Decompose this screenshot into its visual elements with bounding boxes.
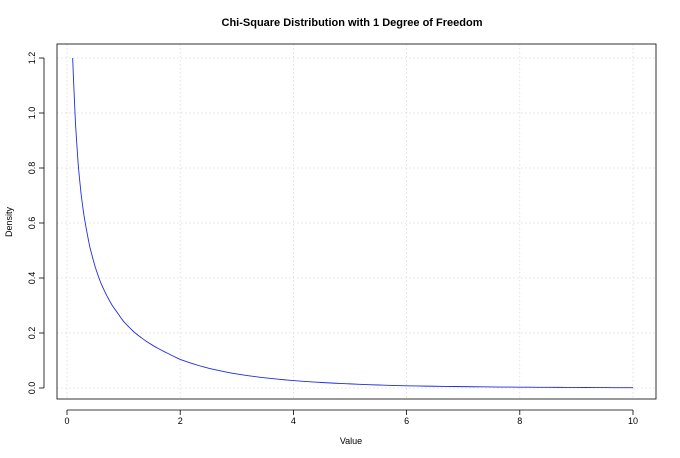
x-axis-label: Value bbox=[340, 436, 362, 446]
y-tick-label-1: 0.2 bbox=[27, 327, 37, 340]
x-tick-label-1: 2 bbox=[178, 416, 183, 426]
grid-layer bbox=[57, 44, 656, 399]
x-tick-label-5: 10 bbox=[628, 416, 638, 426]
y-tick-label-2: 0.4 bbox=[27, 272, 37, 285]
y-axis: 0.0 0.2 0.4 0.6 0.8 1.0 1.2 bbox=[27, 52, 45, 395]
series-layer bbox=[72, 57, 634, 389]
y-tick-label-5: 1.0 bbox=[27, 107, 37, 120]
x-tick-label-3: 6 bbox=[404, 416, 409, 426]
x-tick-label-4: 8 bbox=[517, 416, 522, 426]
y-tick-label-6: 1.2 bbox=[27, 52, 37, 65]
x-tick-label-2: 4 bbox=[291, 416, 296, 426]
x-axis: 0 2 4 6 8 10 bbox=[64, 409, 638, 426]
y-axis-label: Density bbox=[4, 206, 14, 237]
y-tick-label-4: 0.8 bbox=[27, 162, 37, 175]
plot-frame bbox=[56, 43, 657, 400]
x-tick-label-0: 0 bbox=[64, 416, 69, 426]
series-line-0 bbox=[72, 57, 634, 389]
y-tick-label-0: 0.0 bbox=[27, 382, 37, 395]
y-tick-label-3: 0.6 bbox=[27, 217, 37, 230]
chart-title: Chi-Square Distribution with 1 Degree of… bbox=[222, 17, 483, 29]
